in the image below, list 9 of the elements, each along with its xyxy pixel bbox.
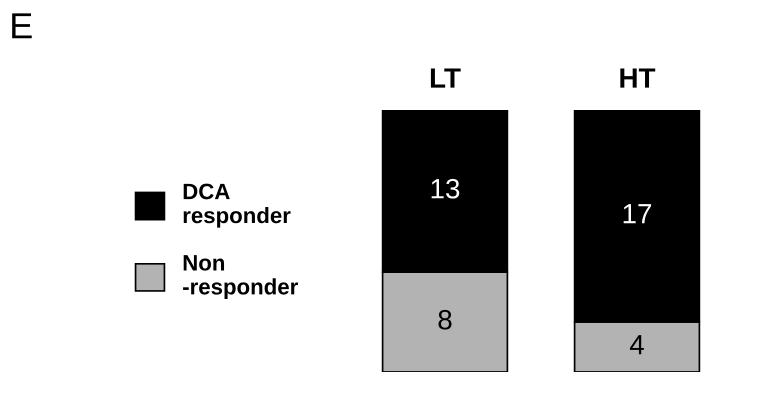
- legend-label: Non -responder: [183, 255, 298, 299]
- data-label: 4: [630, 335, 644, 354]
- x-tick-label: HT: [620, 68, 656, 88]
- data-label: 17: [624, 204, 652, 224]
- text: E: [12, 13, 32, 38]
- data-label: 8: [438, 310, 452, 330]
- x-tick-label: LT: [430, 68, 461, 88]
- legend-label: DCA responder: [184, 184, 291, 228]
- data-label: 13: [432, 178, 460, 199]
